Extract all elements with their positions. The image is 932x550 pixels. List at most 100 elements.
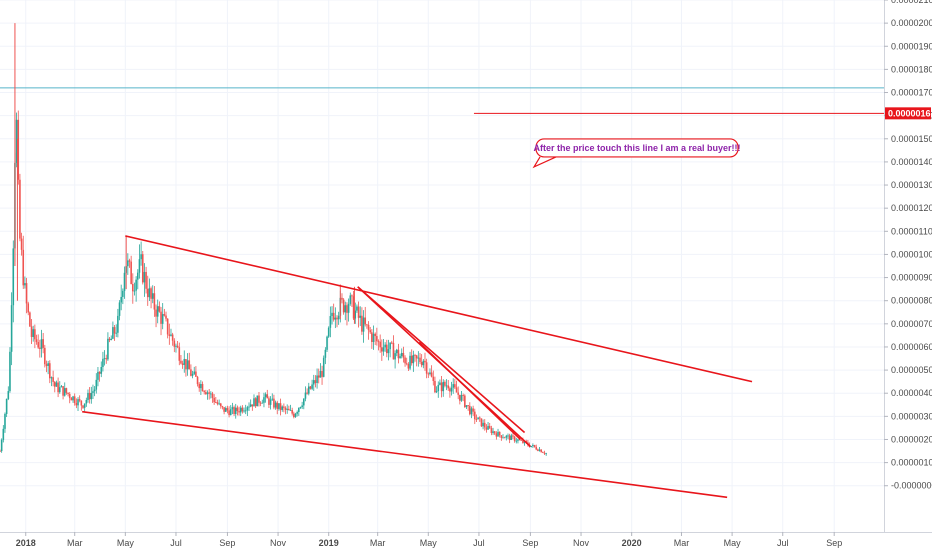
candle-body: [317, 375, 320, 378]
candle-body: [67, 392, 69, 394]
candle-body: [371, 332, 373, 342]
trendline-steep-down-3: [418, 341, 521, 441]
candle-body: [314, 380, 317, 384]
candle-body: [115, 332, 118, 334]
candle-body: [98, 371, 101, 374]
candle-body: [319, 371, 322, 378]
candle-body: [522, 440, 524, 443]
candle-body: [123, 272, 126, 291]
candle-body: [352, 296, 355, 319]
candle-body: [7, 391, 10, 399]
candle-body: [492, 431, 494, 434]
candle-body: [409, 355, 411, 369]
candle-body: [520, 440, 523, 441]
candle-body: [493, 431, 496, 434]
candle-body: [10, 305, 13, 352]
candle-body: [349, 295, 352, 304]
candle-body: [120, 296, 122, 303]
candle-body: [93, 389, 96, 392]
annotation-callout[interactable]: After the price touch this line I am a r…: [532, 138, 741, 169]
price-tag-label: 0.00000161: [888, 108, 932, 118]
candle-body: [359, 315, 362, 318]
callout-box: [535, 138, 739, 158]
x-tick-label: 2019: [319, 538, 339, 548]
candle-body: [502, 437, 504, 439]
candle-body: [488, 425, 491, 429]
candle-body: [168, 334, 171, 336]
candle-body: [459, 394, 461, 401]
candle-body: [472, 408, 474, 412]
candle-body: [326, 336, 328, 350]
x-tick-label: Sep: [826, 538, 842, 548]
candle-body: [238, 411, 240, 413]
candle-body: [513, 436, 516, 442]
candle-body: [25, 283, 28, 304]
candle-body: [49, 363, 51, 379]
candle-body: [0, 439, 3, 452]
candle-body: [336, 317, 338, 320]
candle-body: [45, 364, 48, 366]
candle-body: [105, 358, 108, 360]
candle-body: [29, 312, 31, 327]
candle-body: [181, 363, 184, 365]
candle-body: [399, 356, 401, 359]
candle-body: [505, 435, 508, 438]
candle-body: [171, 334, 174, 341]
candle-body: [507, 435, 509, 437]
candle-body: [425, 362, 428, 374]
candle-body: [316, 375, 318, 384]
candle-body: [372, 333, 375, 342]
candle-body: [103, 358, 106, 360]
candle-body: [55, 382, 58, 387]
candle-body: [248, 406, 250, 408]
candle-body: [410, 355, 413, 364]
candle-body: [482, 422, 484, 427]
candle-body: [274, 402, 277, 408]
candle-body: [269, 399, 272, 405]
candle-body: [495, 433, 498, 437]
candle-body: [306, 392, 308, 394]
candle-body: [224, 408, 227, 412]
trendline-upper-channel: [125, 235, 753, 383]
candle-body: [435, 391, 438, 393]
candle-body: [273, 398, 275, 408]
time-axis[interactable]: 2018 Mar May Jul Sep Nov 2019 Mar May Jul Sep Nov 20…: [16, 532, 842, 548]
candle-body: [191, 373, 194, 376]
candle-body: [480, 418, 483, 427]
candle-body: [62, 386, 64, 396]
candle-body: [299, 407, 302, 408]
candle-body: [133, 290, 136, 292]
candle-body: [337, 315, 340, 320]
candle-body: [356, 306, 358, 311]
candle-body: [427, 373, 430, 375]
candle-body: [535, 446, 538, 450]
candle-body: [442, 381, 445, 392]
x-tick-label: May: [420, 538, 438, 548]
candle-body: [251, 404, 254, 407]
candle-body: [362, 317, 365, 332]
candle-body: [35, 339, 38, 343]
candle-body: [283, 406, 285, 408]
candle-body: [166, 318, 169, 335]
candle-body: [346, 305, 348, 313]
candle-body: [510, 435, 513, 440]
candle-body: [206, 392, 209, 395]
candle-body: [44, 347, 46, 365]
candle-body: [332, 312, 335, 320]
candle-body: [246, 407, 249, 411]
candle-body: [301, 405, 303, 408]
candle-body: [407, 364, 410, 369]
candle-body: [415, 355, 418, 359]
candle-body: [367, 324, 370, 331]
candle-body: [83, 403, 86, 408]
candle-body: [302, 398, 305, 406]
x-tick-label: Jul: [170, 538, 182, 548]
candle-body: [498, 431, 501, 436]
